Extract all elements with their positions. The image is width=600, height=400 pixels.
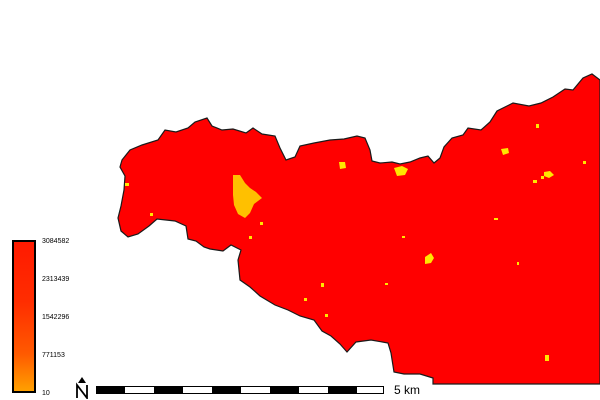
scale-label: 5 km — [394, 383, 421, 397]
legend-tick-3: 1542296 — [42, 314, 70, 321]
yellow-patches — [125, 124, 586, 361]
legend-tick-min: 10 — [42, 390, 50, 397]
legend-tick-4: 771153 — [42, 352, 65, 359]
north-arrow-icon — [76, 377, 88, 399]
legend-tick-2: 2313439 — [42, 276, 70, 283]
legend-tick-max: 3084582 — [42, 238, 70, 245]
orange-patch — [233, 175, 262, 218]
region-polygon — [117, 73, 600, 385]
legend-color-ramp — [12, 240, 36, 393]
scale-bar — [96, 386, 384, 394]
